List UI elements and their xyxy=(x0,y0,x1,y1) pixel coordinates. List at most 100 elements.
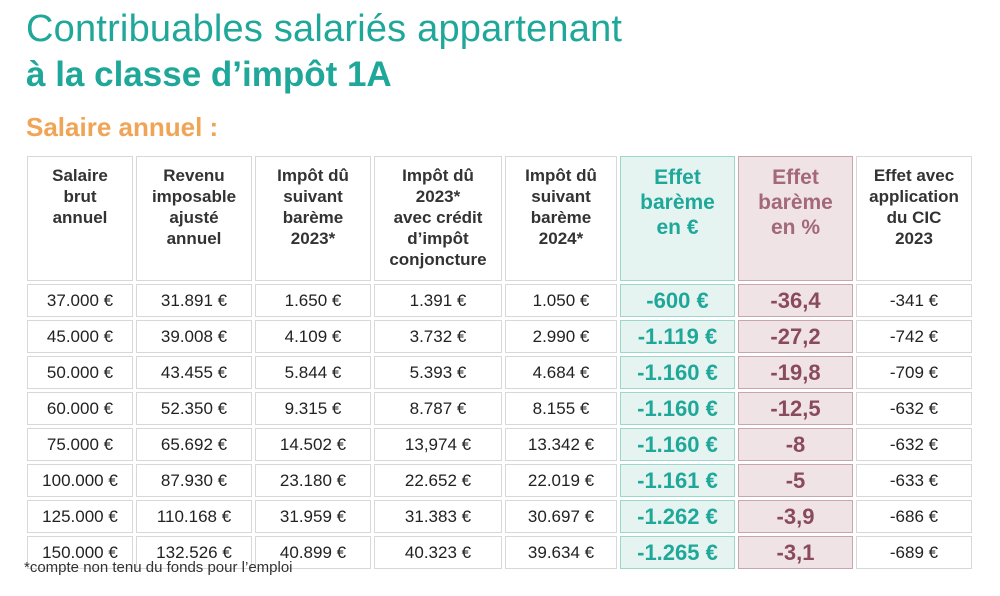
table-cell: -36,4 xyxy=(738,284,853,317)
header-line: barème xyxy=(640,191,715,214)
header-line: Impôt dû xyxy=(277,166,349,185)
table-header: Salaire brut annuel Revenu imposable ajusté an… xyxy=(27,156,972,281)
header-line: Effet xyxy=(772,166,819,189)
header-line: 2023* xyxy=(415,187,461,206)
header-line: d’impôt xyxy=(407,229,469,248)
table-cell: 1.650 € xyxy=(255,284,371,317)
table-cell: 100.000 € xyxy=(27,464,133,497)
header-impot-2023-credit: Impôt dû 2023* avec crédit d’impôt conjonctu… xyxy=(374,156,502,281)
table-cell: 9.315 € xyxy=(255,392,371,425)
page-title-line1: Contribuables salariés appartenant xyxy=(26,8,623,50)
header-line: en € xyxy=(656,216,699,239)
table-cell: 60.000 € xyxy=(27,392,133,425)
table-cell: 87.930 € xyxy=(136,464,252,497)
table-cell: -1.161 € xyxy=(620,464,735,497)
section-subtitle: Salaire annuel : xyxy=(26,112,219,142)
table-cell: 4.109 € xyxy=(255,320,371,353)
table-cell: 65.692 € xyxy=(136,428,252,461)
header-line: Effet xyxy=(654,166,701,189)
table-cell: -633 € xyxy=(856,464,972,497)
table-cell: 31.383 € xyxy=(374,500,502,533)
table-cell: -3,9 xyxy=(738,500,853,533)
table-cell: 5.393 € xyxy=(374,356,502,389)
table-cell: -1.160 € xyxy=(620,356,735,389)
table-row: 45.000 €39.008 €4.109 €3.732 €2.990 € -1.… xyxy=(27,320,972,353)
table-cell: 8.155 € xyxy=(505,392,617,425)
header-line: suivant xyxy=(531,187,591,206)
table-cell: 125.000 € xyxy=(27,500,133,533)
header-line: barème xyxy=(530,208,592,227)
table-cell: -1.160 € xyxy=(620,392,735,425)
table-cell: 3.732 € xyxy=(374,320,502,353)
header-impot-2023: Impôt dû suivant barème 2023* xyxy=(255,156,371,281)
table-cell: -709 € xyxy=(856,356,972,389)
header-line: Impôt dû xyxy=(402,166,474,185)
table-cell: -689 € xyxy=(856,536,972,569)
header-line: 2023* xyxy=(290,229,336,248)
header-line: annuel xyxy=(52,208,108,227)
table-cell: 50.000 € xyxy=(27,356,133,389)
table-cell: -1.262 € xyxy=(620,500,735,533)
table-row: 100.000 €87.930 €23.180 €22.652 €22.019 … xyxy=(27,464,972,497)
table-cell: 39.634 € xyxy=(505,536,617,569)
header-salaire-brut: Salaire brut annuel xyxy=(27,156,133,281)
header-line: Impôt dû xyxy=(525,166,597,185)
table-cell: 30.697 € xyxy=(505,500,617,533)
table-cell: -632 € xyxy=(856,392,972,425)
table-row: 150.000 €132.526 €40.899 €40.323 €39.634… xyxy=(27,536,972,569)
table-cell: 13,974 € xyxy=(374,428,502,461)
header-effet-cic: Effet avec application du CIC 2023 xyxy=(856,156,972,281)
table-cell: 8.787 € xyxy=(374,392,502,425)
header-effet-bareme-pct: Effet barème en % xyxy=(738,156,853,281)
table-cell: -600 € xyxy=(620,284,735,317)
header-effet-bareme-eur: Effet barème en € xyxy=(620,156,735,281)
table-cell: 39.008 € xyxy=(136,320,252,353)
header-line: imposable xyxy=(151,187,237,206)
page-title-line2: à la classe d’impôt 1A xyxy=(26,55,392,94)
table-row: 50.000 €43.455 €5.844 €5.393 €4.684 € -1.… xyxy=(27,356,972,389)
table-cell: -3,1 xyxy=(738,536,853,569)
header-line: du CIC xyxy=(886,208,942,227)
table-cell: 22.652 € xyxy=(374,464,502,497)
header-line: 2024* xyxy=(538,229,584,248)
table-cell: -1.160 € xyxy=(620,428,735,461)
footnote: *compte non tenu du fonds pour l’emploi xyxy=(24,559,293,576)
table-row: 37.000 €31.891 €1.650 €1.391 €1.050 € -60… xyxy=(27,284,972,317)
table-cell: -1.265 € xyxy=(620,536,735,569)
table-cell: -12,5 xyxy=(738,392,853,425)
header-line: Effet avec xyxy=(873,166,955,185)
table-cell: -686 € xyxy=(856,500,972,533)
header-line: en % xyxy=(770,216,820,239)
table-cell: -341 € xyxy=(856,284,972,317)
header-row: Salaire brut annuel Revenu imposable ajusté an… xyxy=(27,156,972,281)
table-cell: 2.990 € xyxy=(505,320,617,353)
header-line: Revenu xyxy=(163,166,225,185)
header-line: brut xyxy=(63,187,97,206)
header-impot-2024: Impôt dû suivant barème 2024* xyxy=(505,156,617,281)
table-cell: 52.350 € xyxy=(136,392,252,425)
table-cell: -19,8 xyxy=(738,356,853,389)
table-cell: 110.168 € xyxy=(136,500,252,533)
table-row: 125.000 €110.168 €31.959 €31.383 €30.697… xyxy=(27,500,972,533)
table-cell: 1.391 € xyxy=(374,284,502,317)
table-cell: 31.891 € xyxy=(136,284,252,317)
table-row: 75.000 €65.692 €14.502 €13,974 €13.342 €… xyxy=(27,428,972,461)
header-line: conjoncture xyxy=(389,250,487,269)
table-cell: 150.000 € xyxy=(27,536,133,569)
table-cell: 14.502 € xyxy=(255,428,371,461)
table-cell: -5 xyxy=(738,464,853,497)
header-line: application xyxy=(869,187,959,206)
header-line: suivant xyxy=(283,187,343,206)
table-cell: -742 € xyxy=(856,320,972,353)
table-cell: 40.899 € xyxy=(255,536,371,569)
table-cell: -632 € xyxy=(856,428,972,461)
header-line: annuel xyxy=(166,229,222,248)
table-cell: 22.019 € xyxy=(505,464,617,497)
header-line: 2023 xyxy=(895,229,933,248)
header-line: avec crédit xyxy=(393,208,483,227)
table-cell: -1.119 € xyxy=(620,320,735,353)
header-revenu-imposable: Revenu imposable ajusté annuel xyxy=(136,156,252,281)
header-line: barème xyxy=(282,208,344,227)
table-cell: 5.844 € xyxy=(255,356,371,389)
table-cell: 37.000 € xyxy=(27,284,133,317)
